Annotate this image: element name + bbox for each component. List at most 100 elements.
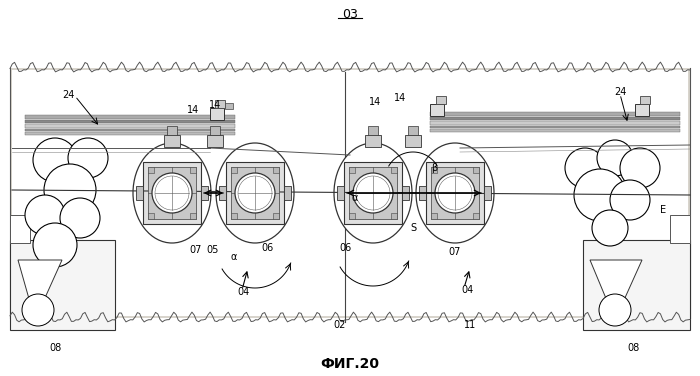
Polygon shape [590, 260, 642, 320]
Bar [219, 186, 226, 200]
Bar [10, 240, 115, 330]
Bar [391, 213, 397, 219]
Circle shape [238, 176, 272, 210]
Circle shape [592, 210, 628, 246]
Bar [143, 162, 201, 224]
Circle shape [438, 176, 472, 210]
Text: 05: 05 [206, 245, 219, 255]
Bar [419, 186, 426, 200]
Bar [284, 186, 291, 200]
Circle shape [44, 164, 96, 216]
Circle shape [60, 198, 100, 238]
Text: 02: 02 [334, 320, 346, 330]
Bar [349, 213, 355, 219]
Text: 14: 14 [187, 105, 199, 115]
Bar [391, 167, 397, 173]
Text: 03: 03 [342, 8, 358, 21]
Bar [670, 215, 690, 243]
Bar [190, 213, 196, 219]
Circle shape [68, 138, 108, 178]
Text: E: E [660, 205, 666, 215]
Bar [225, 103, 233, 109]
Bar [231, 167, 237, 173]
Text: 08: 08 [627, 343, 639, 353]
Ellipse shape [334, 143, 412, 243]
Circle shape [620, 148, 660, 188]
Bar [430, 126, 680, 128]
Text: 07: 07 [190, 245, 202, 255]
Bar [337, 186, 344, 200]
Circle shape [235, 173, 275, 213]
Bar [473, 167, 479, 173]
Bar [635, 104, 649, 116]
Bar [365, 135, 381, 147]
Bar [148, 167, 196, 219]
Bar [273, 213, 279, 219]
Circle shape [574, 169, 626, 221]
Text: β: β [431, 163, 437, 173]
Text: 14: 14 [209, 100, 221, 110]
Bar [640, 96, 650, 104]
Ellipse shape [133, 143, 211, 243]
Text: α: α [352, 193, 358, 203]
Bar [10, 68, 690, 318]
Circle shape [155, 176, 189, 210]
Bar [436, 96, 446, 104]
Bar [12, 70, 688, 316]
Polygon shape [18, 260, 62, 320]
Bar [25, 115, 235, 119]
Bar [349, 167, 355, 173]
Bar [210, 126, 220, 135]
Text: 07: 07 [449, 247, 461, 257]
Bar [207, 135, 223, 147]
Circle shape [597, 140, 633, 176]
Bar [215, 100, 225, 108]
Bar [484, 186, 491, 200]
Bar [430, 129, 680, 132]
Bar [431, 167, 479, 219]
Bar [430, 104, 444, 116]
Circle shape [565, 148, 605, 188]
Text: α: α [231, 252, 237, 262]
Text: 24: 24 [614, 87, 626, 97]
Bar [431, 167, 437, 173]
Bar [190, 167, 196, 173]
Bar [273, 167, 279, 173]
Bar [344, 162, 402, 224]
Text: 14: 14 [394, 93, 406, 103]
Bar [226, 162, 284, 224]
Bar [148, 167, 154, 173]
Text: 14: 14 [369, 97, 381, 107]
Circle shape [25, 195, 65, 235]
Circle shape [435, 173, 475, 213]
Bar [368, 126, 378, 135]
Circle shape [356, 176, 390, 210]
Bar [231, 167, 279, 219]
Bar [473, 213, 479, 219]
Bar [25, 132, 235, 135]
Bar [431, 213, 437, 219]
Bar [430, 117, 680, 120]
Bar [136, 186, 143, 200]
Bar [148, 213, 154, 219]
Bar [405, 135, 421, 147]
Bar [201, 186, 208, 200]
Bar [231, 213, 237, 219]
Text: S: S [410, 223, 416, 233]
Bar [25, 124, 235, 128]
Bar [167, 126, 177, 135]
Bar [210, 108, 224, 120]
Circle shape [610, 180, 650, 220]
Circle shape [33, 138, 77, 182]
Ellipse shape [416, 143, 494, 243]
Bar [408, 126, 418, 135]
Bar [10, 215, 30, 243]
Bar [164, 135, 180, 147]
Text: 11: 11 [464, 320, 476, 330]
Ellipse shape [216, 143, 294, 243]
Text: ФИГ.20: ФИГ.20 [321, 357, 379, 371]
Text: 04: 04 [462, 285, 474, 295]
Circle shape [353, 173, 393, 213]
Bar [583, 240, 690, 330]
Circle shape [22, 294, 54, 326]
